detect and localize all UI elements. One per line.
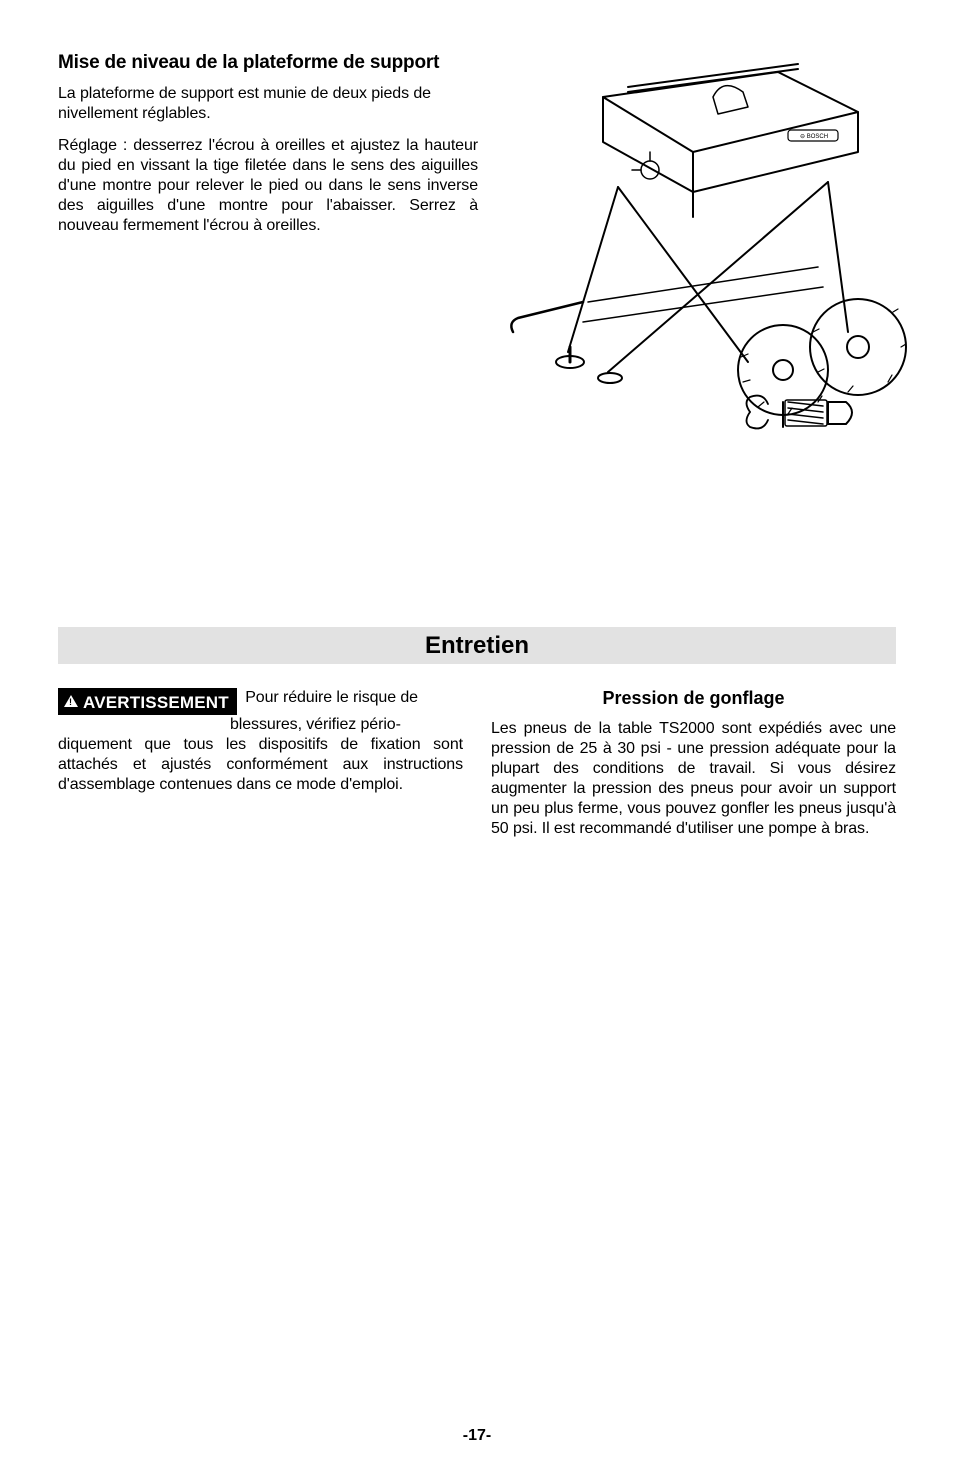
leveling-p2: Réglage : desserrez l'écrou à oreilles e…: [58, 136, 478, 236]
warning-lead2: blessures, vérifiez pério-: [230, 716, 401, 733]
bosch-label: ⊖ BOSCH: [800, 134, 828, 140]
warning-rest: diquement que tous les dispositifs de fi…: [58, 736, 463, 793]
saw-stand-illustration: ⊖ BOSCH: [488, 52, 918, 452]
leveling-p1: La plateforme de support est munie de de…: [58, 84, 478, 124]
warning-lead1: Pour réduire le risque de: [245, 689, 418, 706]
pressure-p1: Les pneus de la table TS2000 sont expédi…: [491, 719, 896, 839]
warning-paragraph: AVERTISSEMENT Pour réduire le risque de …: [58, 688, 463, 795]
page-number: -17-: [0, 1427, 954, 1445]
entretien-bar: Entretien: [58, 627, 896, 664]
warning-label: AVERTISSEMENT: [83, 693, 229, 712]
pressure-heading: Pression de gonflage: [491, 688, 896, 709]
leveling-heading: Mise de niveau de la plateforme de suppo…: [58, 52, 478, 74]
warning-badge: AVERTISSEMENT: [58, 688, 237, 715]
warning-triangle-icon: [64, 695, 78, 707]
